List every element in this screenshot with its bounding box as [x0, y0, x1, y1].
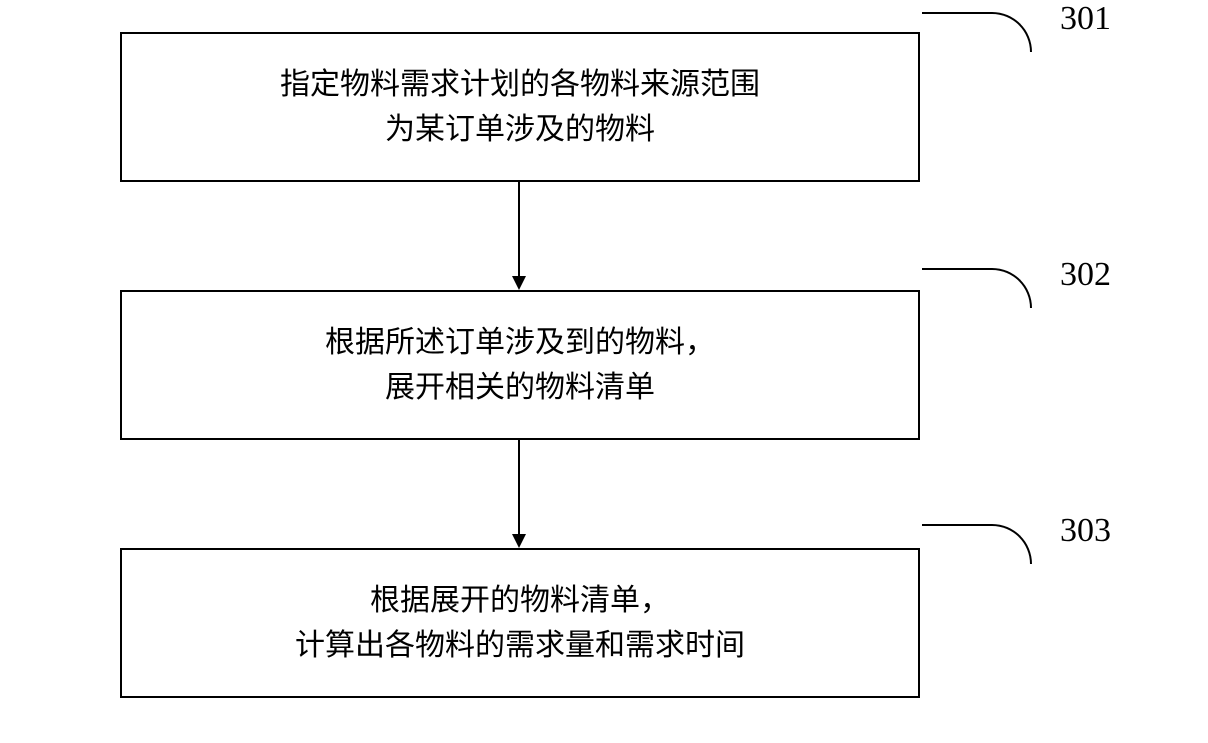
- node-1-text: 指定物料需求计划的各物料来源范围 为某订单涉及的物料: [280, 62, 760, 152]
- flowchart-node-3: 根据展开的物料清单， 计算出各物料的需求量和需求时间: [120, 548, 920, 698]
- node-3-text: 根据展开的物料清单， 计算出各物料的需求量和需求时间: [295, 578, 745, 668]
- arrow-1-head: [512, 276, 526, 290]
- node-2-text: 根据所述订单涉及到的物料， 展开相关的物料清单: [325, 320, 715, 410]
- node-1-label: 301: [1060, 0, 1111, 38]
- arrow-2-line: [518, 440, 520, 534]
- flowchart-node-2: 根据所述订单涉及到的物料， 展开相关的物料清单: [120, 290, 920, 440]
- flowchart-container: 指定物料需求计划的各物料来源范围 为某订单涉及的物料 301 根据所述订单涉及到…: [50, 0, 1150, 743]
- label-connector-2: [922, 268, 1032, 308]
- flowchart-node-1: 指定物料需求计划的各物料来源范围 为某订单涉及的物料: [120, 32, 920, 182]
- node-2-label: 302: [1060, 256, 1111, 294]
- label-connector-3: [922, 524, 1032, 564]
- node-3-label: 303: [1060, 512, 1111, 550]
- arrow-1-line: [518, 182, 520, 276]
- arrow-2-head: [512, 534, 526, 548]
- label-connector-1: [922, 12, 1032, 52]
